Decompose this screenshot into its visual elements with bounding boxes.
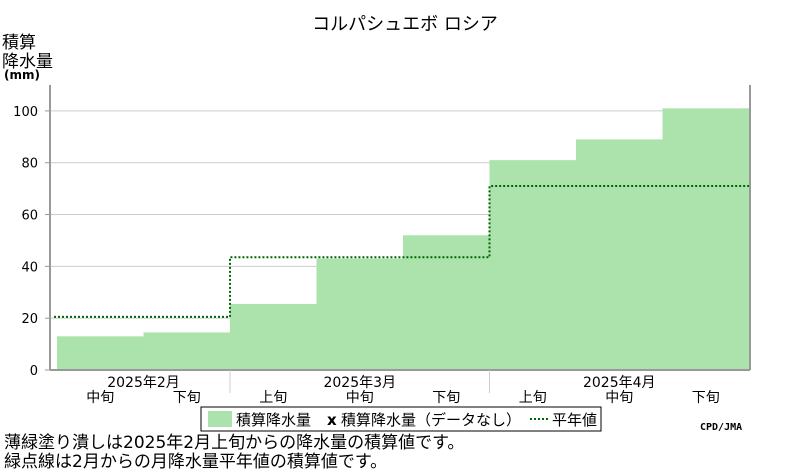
x-period-label-1: 中旬 (86, 390, 114, 406)
bar-3 (230, 303, 317, 370)
bars (57, 108, 750, 371)
y-tick-label-80: 80 (21, 157, 38, 172)
bar-8 (662, 108, 750, 371)
x-period-label-3: 上旬 (259, 390, 287, 406)
legend-label-normal: 平年値 (552, 411, 597, 429)
x-period-label-7: 中旬 (605, 390, 633, 406)
x-period-label-2: 下旬 (173, 390, 201, 406)
normal-line (54, 185, 749, 318)
y-tick-label-60: 60 (21, 209, 38, 224)
bar-6 (489, 160, 577, 370)
bar-7 (576, 139, 663, 370)
y-axis-unit: (mm) (4, 68, 40, 82)
y-tick-label-100: 100 (13, 105, 38, 120)
note-line2: 緑点線は2月からの月降水量平年値の積算値です。 (4, 452, 387, 470)
bar-2 (143, 332, 231, 370)
legend-marker-box (208, 411, 232, 427)
y-tick-label-0: 0 (30, 364, 38, 379)
y-tick-labels: 0 20 40 60 80 100 (13, 105, 38, 379)
x-month-label-1: 2025年2月 (107, 375, 180, 391)
y-axis-label-line1: 積算 (2, 33, 36, 53)
x-month-label-2: 2025年3月 (323, 375, 396, 391)
y-axis-label-line2: 降水量 (2, 52, 53, 72)
legend-label-precip: 積算降水量 (236, 411, 311, 429)
bar-1 (57, 336, 144, 370)
legend-label-missing: 積算降水量（データなし） (341, 411, 521, 429)
normal-step-line (54, 185, 749, 318)
credit-text: CPD/JMA (700, 422, 742, 433)
note-line1: 薄緑塗り潰しは2025年2月上旬からの降水量の積算値です。 (4, 432, 464, 453)
bar-5 (403, 235, 490, 370)
x-period-label-8: 下旬 (692, 390, 720, 406)
bar-4 (316, 258, 404, 370)
y-tick-label-40: 40 (21, 260, 38, 275)
x-period-label-5: 下旬 (432, 390, 460, 406)
legend: 積算降水量 x 積算降水量（データなし） 平年値 (200, 406, 602, 432)
x-month-label-3: 2025年4月 (583, 375, 656, 391)
x-period-label-4: 中旬 (346, 390, 374, 406)
legend-marker-x: x (327, 411, 337, 429)
axes (45, 85, 751, 393)
chart-title: コルパシュエボ ロシア (312, 14, 498, 35)
y-tick-label-20: 20 (21, 312, 38, 327)
x-period-label-6: 上旬 (519, 390, 547, 406)
